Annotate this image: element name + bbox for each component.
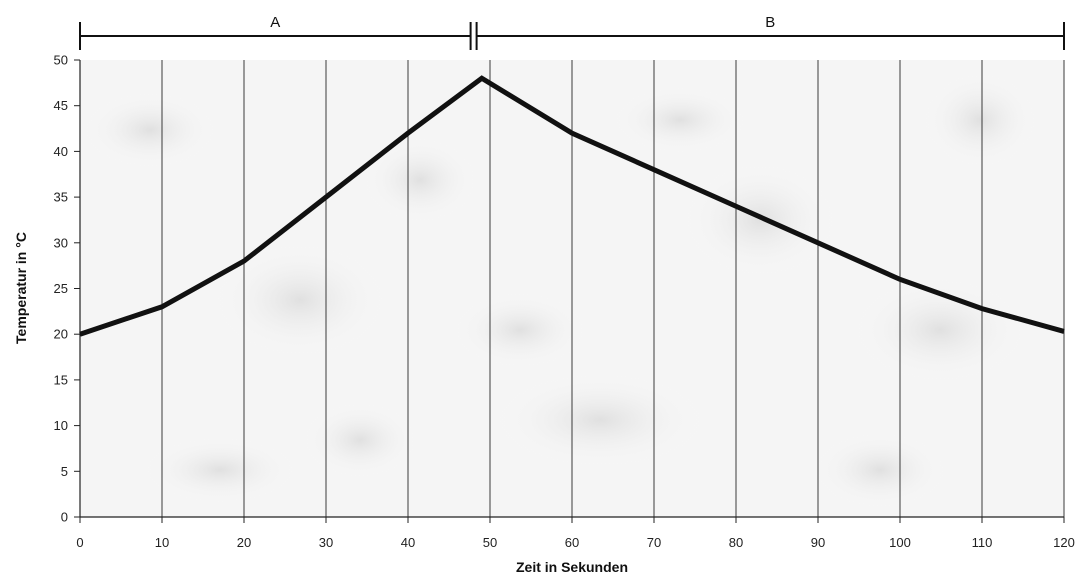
y-tick-label: 40: [54, 144, 68, 159]
texture-speck: [680, 160, 840, 280]
x-tick-label: 60: [565, 535, 579, 550]
x-tick-label: 100: [889, 535, 911, 550]
texture-speck: [80, 90, 220, 170]
x-tick-label: 40: [401, 535, 415, 550]
x-tick-label: 10: [155, 535, 169, 550]
x-tick-labels: 0 10 20 30 40 50 60 70 80 90 100 110 120: [76, 535, 1074, 550]
y-tick-label: 15: [54, 372, 68, 387]
y-tick-label: 10: [54, 418, 68, 433]
x-tick-label: 110: [972, 535, 993, 550]
x-tick-label: 20: [237, 535, 251, 550]
texture-speck: [140, 435, 300, 505]
phase-label: B: [765, 14, 775, 31]
x-tick-label: 80: [729, 535, 743, 550]
y-tick-label: 5: [61, 464, 68, 479]
texture-speck: [920, 70, 1040, 170]
texture-speck: [210, 240, 390, 360]
x-tick-label: 90: [811, 535, 825, 550]
texture-speck: [360, 135, 480, 225]
y-tick-label: 50: [54, 53, 68, 68]
x-tick-label: 120: [1053, 535, 1075, 550]
x-tick-label: 50: [483, 535, 497, 550]
y-tick-label: 20: [54, 327, 68, 342]
texture-speck: [450, 290, 590, 370]
texture-speck: [610, 85, 750, 155]
phase-label: A: [270, 14, 280, 31]
texture-speck: [810, 430, 950, 510]
texture-speck: [490, 370, 710, 470]
y-tick-label: 30: [54, 235, 68, 250]
y-tick-labels: 0 5 10 15 20 25 30 35 40 45 50: [54, 53, 68, 525]
y-tick-label: 45: [54, 98, 68, 113]
x-tick-label: 30: [319, 535, 333, 550]
y-tick-label: 25: [54, 281, 68, 296]
texture-speck: [300, 400, 420, 480]
y-tick-label: 35: [54, 190, 68, 205]
x-tick-label: 70: [647, 535, 661, 550]
x-tick-label: 0: [76, 535, 83, 550]
x-axis-title: Zeit in Sekunden: [516, 559, 628, 575]
y-axis-title: Temperatur in °C: [13, 232, 29, 344]
y-tick-label: 0: [61, 510, 68, 525]
